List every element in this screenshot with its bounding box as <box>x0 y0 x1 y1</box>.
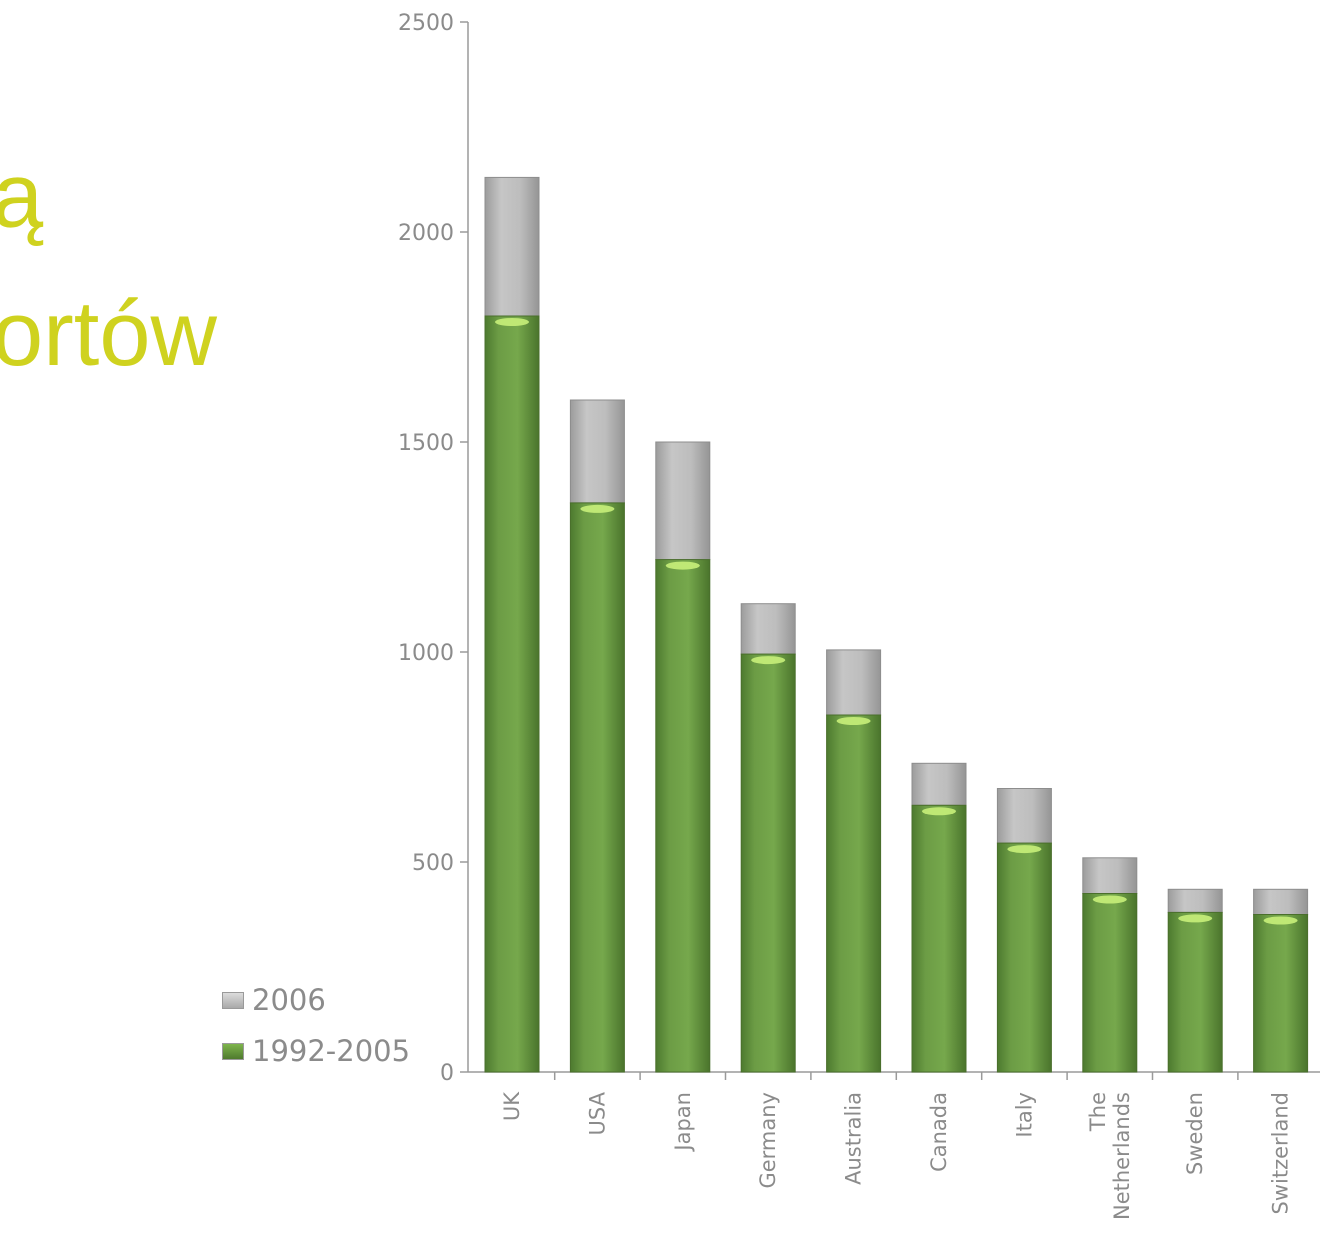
bar-1992-2005 <box>740 653 796 1073</box>
bar-1992-2005 <box>484 315 540 1073</box>
bar-2006 <box>1167 888 1223 913</box>
bar-2006 <box>996 788 1052 844</box>
bar-highlight <box>495 318 529 326</box>
x-category-label: Australia <box>842 1092 866 1185</box>
bar-1992-2005 <box>911 804 967 1073</box>
x-category-label: Italy <box>1012 1092 1036 1138</box>
title-line-1: ą <box>0 145 44 247</box>
legend-swatch-2006 <box>222 991 244 1009</box>
bar-1992-2005 <box>1167 911 1223 1073</box>
bar-highlight <box>665 561 700 570</box>
x-category-label: Japan <box>671 1092 695 1153</box>
bar-2006 <box>655 441 711 561</box>
y-tick-label: 2000 <box>398 221 454 246</box>
bar-highlight <box>1007 845 1042 854</box>
legend-label-1992-2005: 1992-2005 <box>252 1034 411 1068</box>
bar-2006 <box>1082 857 1138 894</box>
bar-1992-2005 <box>1253 914 1309 1073</box>
x-category-label: USA <box>585 1091 609 1135</box>
bar-1992-2005 <box>1082 893 1138 1073</box>
legend-swatch-1992-2005 <box>222 1042 244 1060</box>
legend-label-2006: 2006 <box>252 983 326 1017</box>
x-category-label: Sweden <box>1183 1092 1207 1175</box>
chart-legend: 2006 1992-2005 <box>222 983 410 1085</box>
y-tick-label: 2500 <box>398 11 454 36</box>
bar-1992-2005 <box>826 714 882 1073</box>
x-category-label: Canada <box>927 1092 951 1172</box>
x-category-label: Germany <box>756 1092 780 1189</box>
legend-item-2006: 2006 <box>222 983 410 1017</box>
bar-2006 <box>1253 888 1309 915</box>
y-tick-label: 500 <box>412 851 454 876</box>
bar-2006 <box>911 762 967 806</box>
bar-highlight <box>922 807 956 816</box>
bar-2006 <box>569 399 625 504</box>
bar-highlight <box>1178 914 1213 923</box>
bar-highlight <box>1092 895 1127 904</box>
y-tick-label: 1500 <box>398 431 454 456</box>
bar-1992-2005 <box>655 559 711 1073</box>
y-tick-label: 1000 <box>398 641 454 666</box>
bar-1992-2005 <box>996 842 1052 1073</box>
x-category-label: Netherlands <box>1110 1092 1134 1220</box>
bar-highlight <box>836 717 871 725</box>
bar-2006 <box>484 176 540 317</box>
bar-highlight <box>751 656 786 665</box>
y-tick-label: 0 <box>440 1061 454 1086</box>
x-category-label: The <box>1086 1092 1110 1132</box>
legend-item-1992-2005: 1992-2005 <box>222 1034 410 1068</box>
bar-highlight <box>580 504 615 513</box>
x-category-label: Switzerland <box>1269 1092 1293 1215</box>
bar-highlight <box>1263 916 1298 925</box>
bar-1992-2005 <box>569 502 625 1073</box>
title-line-2: ortów <box>0 283 217 385</box>
bar-2006 <box>740 603 796 655</box>
x-category-label: UK <box>500 1091 524 1121</box>
bar-2006 <box>826 649 882 716</box>
